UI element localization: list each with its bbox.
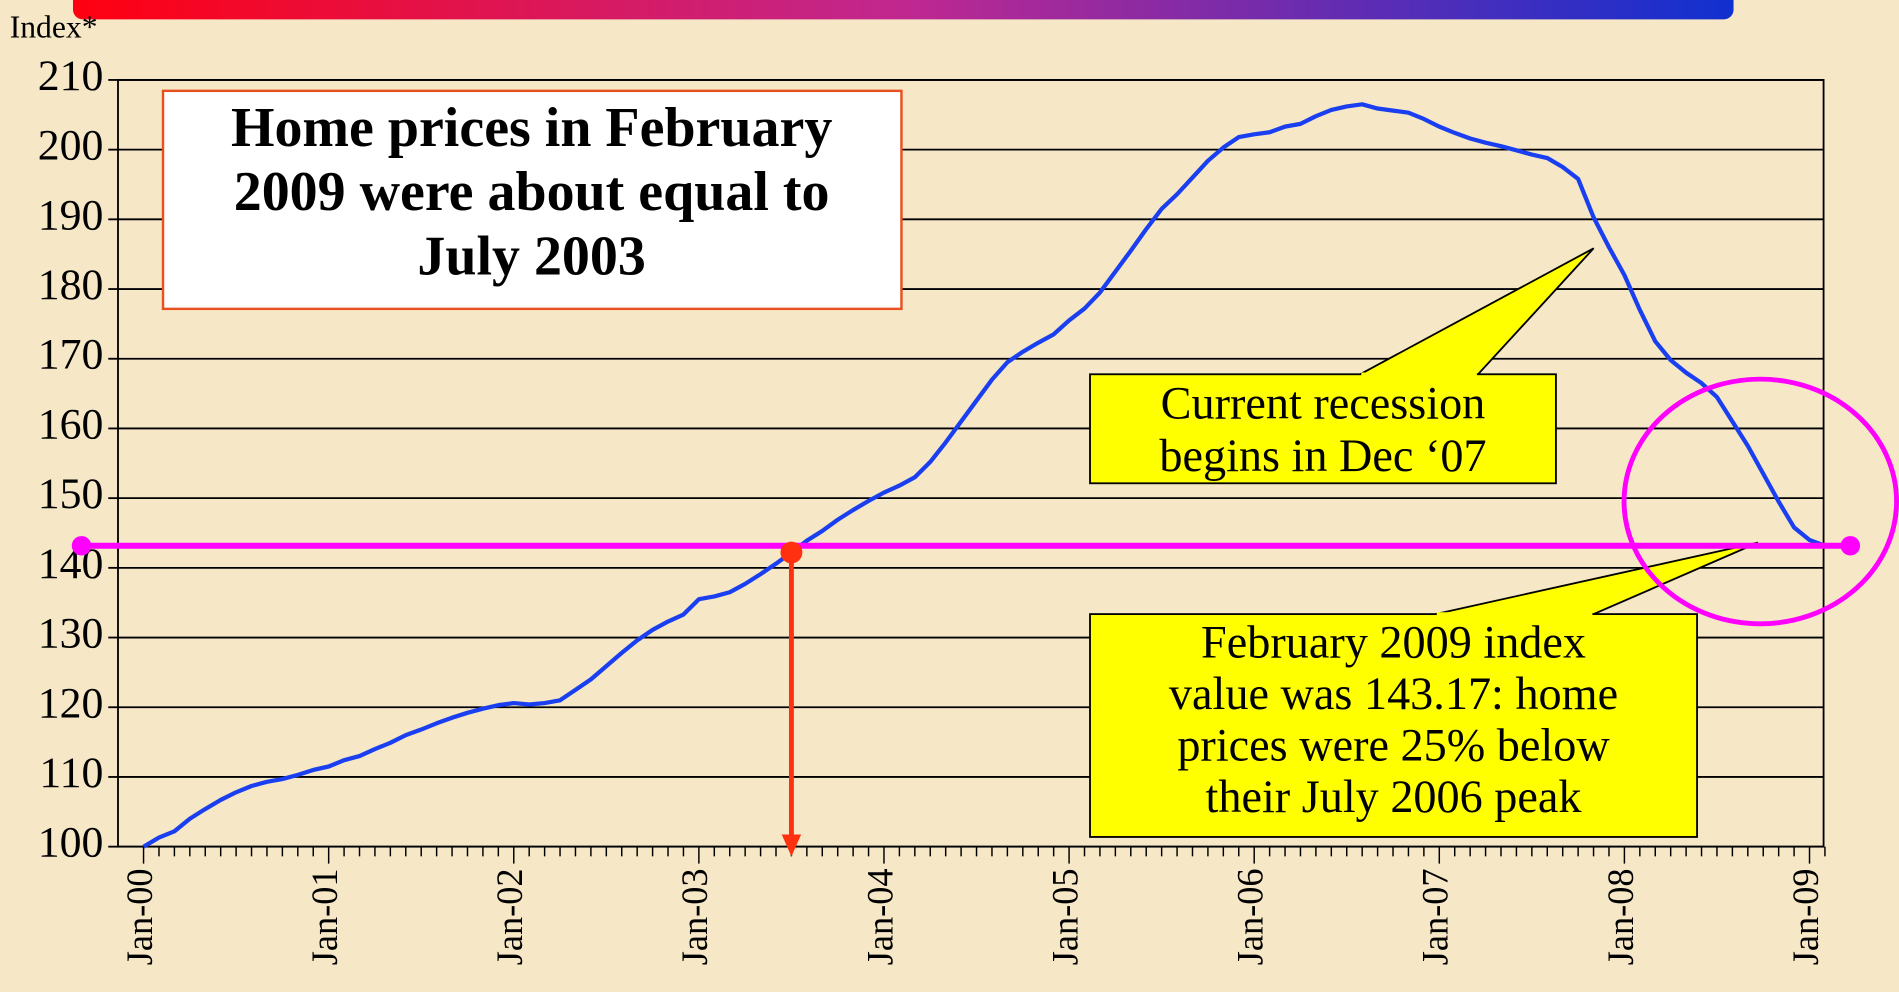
y-tick-label: 200 — [38, 122, 104, 170]
reference-dot — [1840, 536, 1861, 556]
title-box-line: Home prices in February — [231, 97, 832, 159]
callout-text: value was 143.17: home — [1169, 668, 1618, 719]
x-tick-label: Jan-04 — [860, 868, 900, 965]
callout-text: Current recession — [1161, 378, 1486, 429]
highlight-circle — [1621, 376, 1899, 627]
y-tick-label: 170 — [38, 331, 104, 379]
title-box-line: 2009 were about equal to — [234, 161, 830, 223]
x-tick-label: Jan-01 — [305, 868, 345, 965]
callout-pointer — [1359, 247, 1595, 376]
callout-text: begins in Dec ‘07 — [1159, 430, 1486, 481]
x-tick-label: Jan-00 — [120, 868, 160, 965]
y-tick-label: 160 — [38, 401, 104, 449]
header-bar — [72, 0, 1734, 20]
x-tick-label: Jan-06 — [1230, 868, 1270, 965]
title-box — [161, 89, 903, 311]
x-tick-label: Jan-05 — [1045, 868, 1085, 965]
y-tick-label: 190 — [38, 191, 104, 239]
callout-box — [1089, 373, 1557, 485]
x-tick-label: Jan-08 — [1601, 868, 1641, 965]
callout-pointer — [1435, 541, 1759, 616]
x-tick-label: Jan-03 — [675, 868, 715, 965]
callout-text: prices were 25% below — [1177, 719, 1610, 770]
reference-dot — [71, 536, 92, 556]
y-tick-label: 210 — [38, 52, 104, 100]
x-tick-label: Jan-09 — [1786, 868, 1826, 965]
x-tick-label: Jan-07 — [1416, 868, 1456, 965]
y-tick-label: 110 — [39, 749, 103, 797]
y-tick-label: 150 — [38, 470, 104, 518]
y-tick-label: 180 — [38, 261, 104, 309]
x-tick-label: Jan-02 — [490, 868, 530, 965]
y-tick-label: 100 — [38, 819, 104, 867]
y-tick-label: 120 — [38, 679, 104, 727]
callout-text: February 2009 index — [1201, 616, 1586, 667]
callout-text: their July 2006 peak — [1206, 771, 1583, 822]
title-box-line: July 2003 — [417, 226, 646, 288]
highlight-point — [780, 541, 803, 564]
arrow-head — [781, 834, 802, 857]
y-axis-label: Index* — [10, 10, 98, 45]
callout-box — [1089, 613, 1698, 838]
y-tick-label: 130 — [38, 610, 104, 658]
series-line — [142, 102, 1826, 849]
